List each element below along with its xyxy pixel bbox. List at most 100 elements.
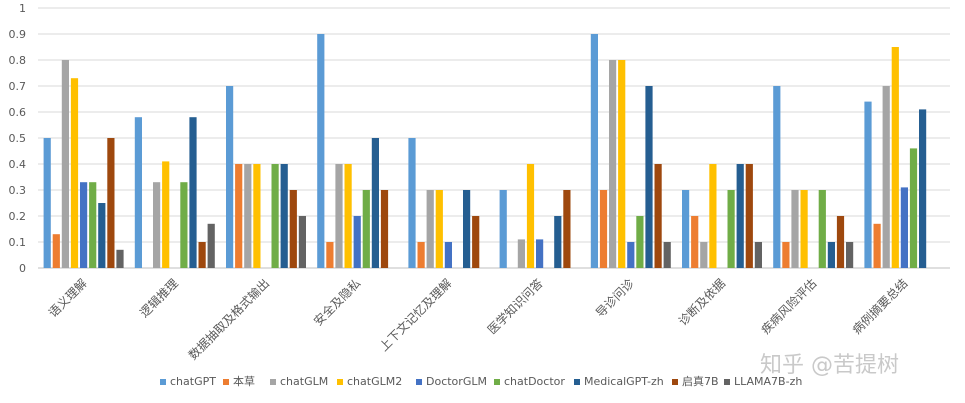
bar <box>846 242 854 268</box>
legend-swatch <box>574 379 580 385</box>
bar <box>80 182 88 268</box>
bar <box>353 216 361 268</box>
bar <box>52 234 60 268</box>
y-tick-label: 0.5 <box>9 132 27 145</box>
bar <box>891 47 899 268</box>
x-category-label: 语义理解 <box>46 276 90 320</box>
legend-label: MedicalGPT-zh <box>584 375 664 388</box>
bar <box>517 239 525 268</box>
bar <box>919 109 927 269</box>
y-tick-label: 0 <box>19 262 26 275</box>
y-tick-label: 0.6 <box>9 106 27 119</box>
x-category-label: 导诊问诊 <box>593 276 637 320</box>
legend-swatch <box>724 379 730 385</box>
bar <box>344 164 352 268</box>
bar <box>873 223 881 268</box>
gridlines <box>38 7 950 269</box>
bar <box>226 86 234 268</box>
legend-swatch <box>337 379 343 385</box>
bar <box>499 190 507 268</box>
x-category-label: 医学知识问答 <box>484 276 546 338</box>
legend-label: 本草 <box>233 374 255 388</box>
bar <box>791 190 799 268</box>
bar <box>98 203 106 268</box>
bar <box>636 216 644 268</box>
bar <box>335 164 343 268</box>
bar <box>700 242 708 268</box>
bar <box>289 190 297 268</box>
bar <box>554 216 562 268</box>
bar <box>244 164 252 268</box>
bar <box>773 86 781 268</box>
bar <box>618 60 626 268</box>
legend-label: 启真7B <box>682 374 719 388</box>
bar <box>89 182 97 268</box>
bar <box>654 164 662 268</box>
bar <box>609 60 617 268</box>
bar <box>882 86 890 268</box>
legend-label: chatDoctor <box>504 375 565 388</box>
x-category-label: 病例摘要总结 <box>849 276 911 338</box>
y-tick-label: 0.7 <box>9 80 27 93</box>
bar <box>645 86 653 268</box>
bar <box>526 164 535 268</box>
bar <box>417 242 425 268</box>
x-axis-labels: 语义理解 逻辑推理 数据抽取及格式输出 安全及隐私 上下文记忆及理解 医学知识问答 导诊问诊… <box>46 276 911 363</box>
bar <box>864 101 872 268</box>
bar <box>43 138 51 268</box>
watermark: 知乎 @苦提树 <box>760 353 899 378</box>
bar <box>408 138 416 268</box>
bar <box>709 164 717 268</box>
legend-swatch <box>494 379 500 385</box>
legend-label: chatGLM2 <box>347 375 402 388</box>
legend-label: LLAMA7B-zh <box>734 375 802 388</box>
legend-swatch <box>672 379 678 385</box>
bar <box>536 239 544 268</box>
x-category-label: 疾病风险评估 <box>758 276 820 338</box>
bar <box>754 242 762 268</box>
x-category-label: 诊断及依据 <box>675 276 728 329</box>
bar <box>827 242 835 268</box>
legend-label: chatGPT <box>170 375 216 388</box>
bars <box>43 34 927 269</box>
bar <box>180 182 188 268</box>
legend-label: chatGLM <box>280 375 328 388</box>
y-tick-label: 0.2 <box>9 210 27 223</box>
bar <box>116 249 124 268</box>
bar <box>271 164 279 268</box>
bar <box>463 190 471 268</box>
bar <box>909 148 918 268</box>
bar <box>435 190 443 268</box>
bar <box>207 223 215 268</box>
bar <box>727 190 735 268</box>
legend-swatch <box>223 379 229 385</box>
legend-label: DoctorGLM <box>426 375 487 388</box>
bar <box>800 190 808 268</box>
legend-swatch <box>416 379 422 385</box>
legend-swatch <box>160 379 166 385</box>
x-category-label: 上下文记忆及理解 <box>376 276 454 354</box>
bar <box>736 164 744 268</box>
bar <box>590 34 598 268</box>
bar <box>380 190 389 268</box>
y-tick-label: 0.1 <box>9 236 27 249</box>
bar <box>426 190 434 268</box>
bar <box>836 216 845 268</box>
bar <box>472 216 480 268</box>
bar <box>317 34 325 268</box>
bar <box>61 60 69 268</box>
bar <box>818 190 826 268</box>
y-axis-ticks: 0 0.1 0.2 0.3 0.4 0.5 0.6 0.7 0.8 0.9 1 <box>9 2 27 275</box>
x-category-label: 逻辑推理 <box>137 276 181 320</box>
bar <box>235 164 243 268</box>
y-tick-label: 0.9 <box>9 28 27 41</box>
bar <box>153 182 161 268</box>
bar <box>900 187 908 268</box>
bar <box>782 242 790 268</box>
bar <box>189 117 197 268</box>
bar <box>563 190 571 268</box>
y-tick-label: 0.4 <box>9 158 27 171</box>
bar <box>663 242 671 268</box>
bar <box>326 242 334 268</box>
